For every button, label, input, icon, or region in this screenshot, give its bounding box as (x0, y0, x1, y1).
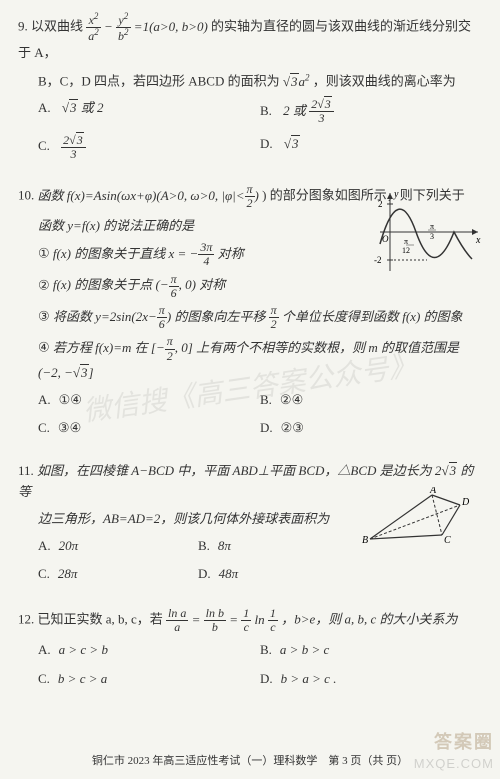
opt-label: C. (38, 138, 50, 153)
question-9: 9. 以双曲线 x2a2 − y2b2 =1(a>0, b>0) 的实轴为直径的… (18, 12, 482, 169)
question-10: 10. 函数 f(x)=Asin(ωx+φ)(A>0, ω>0, |φ|<π2)… (18, 183, 482, 447)
opt-label: D. (260, 136, 273, 151)
watermark-cn: 答案圈 (434, 728, 494, 757)
stmt-text: 若方程 f(x)=m 在 [−π2, 0] 上有两个不相等的实数根，则 m 的取… (38, 340, 459, 380)
q9-option-d: D. 3 (260, 134, 482, 161)
stmt-label: ③ (38, 309, 50, 324)
q9-stem-line2: B，C，D 四点，若四边形 ABCD 的面积为 3a2 ，则该双曲线的离心率为 (38, 70, 482, 92)
opt-value: 3 (284, 136, 300, 151)
q12-eq: ln aa = ln bb = 1c ln 1c (166, 612, 281, 627)
svg-text:π: π (404, 237, 408, 246)
q9-option-b: B. 2 或 233 (260, 98, 482, 125)
stmt-text: f(x) 的图象关于直线 x = −3π4 对称 (53, 246, 244, 261)
q10-text1: 函数 f(x)=Asin(ωx+φ)(A>0, ω>0, |φ|<π2) (38, 188, 259, 203)
q11-option-a: A.20π (38, 536, 198, 557)
svg-text:x: x (475, 235, 481, 246)
q9-options: A. 3 或 2 B. 2 或 233 C. 233 D. 3 (38, 98, 482, 169)
q11-option-d: D.48π (198, 564, 358, 585)
q9-area: 3a2 (283, 74, 310, 89)
svg-text:D: D (461, 497, 470, 508)
q11-text2: 边三角形，AB=AD=2，则该几何体外接球表面积为 (38, 511, 329, 526)
opt-value: 233 (61, 138, 86, 153)
svg-text:B: B (362, 535, 368, 546)
stmt-label: ① (38, 246, 50, 261)
svg-text:2: 2 (378, 199, 383, 209)
opt-label: A. (38, 100, 51, 115)
q9-formula: x2a2 − y2b2 =1(a>0, b>0) (86, 19, 211, 34)
q9-option-c: C. 233 (38, 134, 260, 161)
q12-stem: 12. 已知正实数 a, b, c，若 ln aa = ln bb = 1c l… (18, 607, 482, 634)
opt-value: 3 或 2 (62, 100, 104, 115)
q10-statement-4: ④ 若方程 f(x)=m 在 [−π2, 0] 上有两个不相等的实数根，则 m … (38, 335, 482, 383)
q10-option-a: A.①④ (38, 390, 260, 411)
q10-graph: x y 2 -2 π 12 π 3 O (372, 189, 482, 275)
svg-text:O: O (382, 234, 389, 244)
q12-options: A.a > c > b B.a > b > c C.b > c > a D.b … (38, 640, 482, 698)
q11-option-b: B.8π (198, 536, 358, 557)
q12-number: 12. (18, 612, 34, 627)
q11-option-c: C.28π (38, 564, 198, 585)
svg-text:3: 3 (430, 232, 434, 241)
q9-text1: 以双曲线 (31, 19, 83, 34)
q9-number: 9. (18, 19, 28, 34)
q12-option-a: A.a > c > b (38, 640, 260, 661)
q10-text3: 函数 y=f(x) 的说法正确的是 (38, 218, 194, 233)
question-12: 12. 已知正实数 a, b, c，若 ln aa = ln bb = 1c l… (18, 607, 482, 698)
stmt-label: ② (38, 277, 50, 292)
q9-option-a: A. 3 或 2 (38, 98, 260, 125)
opt-value: 2 或 233 (283, 103, 334, 118)
q11-number: 11. (18, 463, 34, 478)
q10-statement-2: ② f(x) 的图象关于点 (−π6, 0) 对称 (38, 273, 482, 300)
q9-text3: B，C，D 四点，若四边形 ABCD 的面积为 (38, 74, 280, 89)
q10-option-d: D.②③ (260, 418, 482, 439)
q10-option-c: C.③④ (38, 418, 260, 439)
stmt-label: ④ (38, 340, 50, 355)
q11-options: A.20π B.8π C.28π D.48π (38, 536, 358, 594)
q9-stem: 9. 以双曲线 x2a2 − y2b2 =1(a>0, b>0) 的实轴为直径的… (18, 12, 482, 64)
q12-option-b: B.a > b > c (260, 640, 482, 661)
svg-text:C: C (444, 535, 451, 546)
stmt-text: 将函数 y=2sin(2x−π6) 的图象向左平移 π2 个单位长度得到函数 f… (53, 309, 463, 324)
stmt-text: f(x) 的图象关于点 (−π6, 0) 对称 (53, 277, 225, 292)
svg-text:A: A (429, 487, 437, 496)
svg-text:-2: -2 (374, 255, 382, 265)
opt-label: B. (260, 103, 272, 118)
q10-number: 10. (18, 188, 34, 203)
q12-option-d: D.b > a > c . (260, 669, 482, 690)
svg-text:y: y (393, 189, 399, 200)
svg-text:π: π (430, 222, 434, 231)
svg-text:12: 12 (402, 246, 410, 255)
q11-graph: A B C D (362, 487, 472, 547)
question-11: 11. 如图，在四棱锥 A−BCD 中，平面 ABD⊥平面 BCD，△BCD 是… (18, 461, 482, 593)
q10-statement-3: ③ 将函数 y=2sin(2x−π6) 的图象向左平移 π2 个单位长度得到函数… (38, 304, 482, 331)
q12-option-c: C.b > c > a (38, 669, 260, 690)
q9-text4: ，则该双曲线的离心率为 (313, 74, 456, 89)
q12-text2: ，b>e，则 a, b, c 的大小关系为 (281, 612, 457, 627)
q10-options: A.①④ B.②④ C.③④ D.②③ (38, 390, 482, 448)
q12-text1: 已知正实数 a, b, c，若 (38, 612, 163, 627)
q10-option-b: B.②④ (260, 390, 482, 411)
watermark-en: MXQE.COM (414, 754, 494, 775)
